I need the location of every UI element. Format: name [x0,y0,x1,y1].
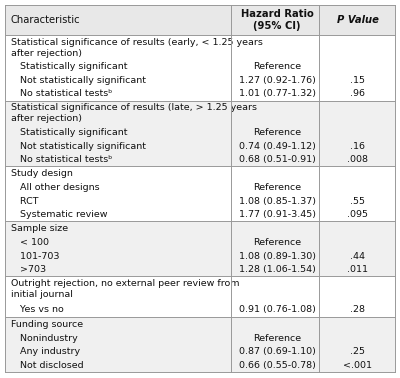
Text: Not statistically significant: Not statistically significant [11,76,146,85]
Text: .095: .095 [348,210,368,219]
Text: Study design: Study design [11,169,73,178]
Bar [5,222,395,276]
Text: 0.87 (0.69-1.10): 0.87 (0.69-1.10) [238,347,316,356]
Text: Nonindustry: Nonindustry [11,334,78,343]
Text: All other designs: All other designs [11,183,100,192]
Text: Outright rejection, no external peer review from
initial journal: Outright rejection, no external peer rev… [11,279,240,299]
Text: Funding source: Funding source [11,320,83,329]
Text: .28: .28 [350,305,366,314]
Text: 1.08 (0.85-1.37): 1.08 (0.85-1.37) [238,197,316,206]
Text: Not disclosed: Not disclosed [11,361,84,370]
Text: Statistically significant: Statistically significant [11,62,128,71]
Text: 1.08 (0.89-1.30): 1.08 (0.89-1.30) [238,252,316,261]
Bar [5,5,395,35]
Text: < 100: < 100 [11,238,49,247]
Text: Reference: Reference [253,183,301,192]
Text: Reference: Reference [253,128,301,137]
Text: .011: .011 [348,265,368,274]
Text: 0.91 (0.76-1.08): 0.91 (0.76-1.08) [238,305,316,314]
Text: Hazard Ratio
(95% CI): Hazard Ratio (95% CI) [241,9,314,31]
Text: .96: .96 [350,90,366,98]
Text: Reference: Reference [253,238,301,247]
Text: Reference: Reference [253,334,301,343]
Text: 101-703: 101-703 [11,252,60,261]
Text: Yes vs no: Yes vs no [11,305,64,314]
Text: 0.74 (0.49-1.12): 0.74 (0.49-1.12) [238,142,316,151]
Text: Sample size: Sample size [11,224,68,233]
Text: Reference: Reference [253,62,301,71]
Text: Statistical significance of results (late, > 1.25 years
after rejection): Statistical significance of results (lat… [11,103,257,123]
Text: .44: .44 [350,252,366,261]
Text: Statistically significant: Statistically significant [11,128,128,137]
Text: .25: .25 [350,347,366,356]
Text: RCT: RCT [11,197,38,206]
Text: .55: .55 [350,197,366,206]
Text: >703: >703 [11,265,46,274]
Text: 1.77 (0.91-3.45): 1.77 (0.91-3.45) [238,210,316,219]
Text: .16: .16 [350,142,366,151]
Text: 1.27 (0.92-1.76): 1.27 (0.92-1.76) [238,76,316,85]
Text: <.001: <.001 [344,361,372,370]
Text: .008: .008 [348,155,368,164]
Bar [5,101,395,166]
Text: Systematic review: Systematic review [11,210,108,219]
Text: Characteristic: Characteristic [11,15,80,25]
Text: 0.68 (0.51-0.91): 0.68 (0.51-0.91) [238,155,316,164]
Text: No statistical testsᵇ: No statistical testsᵇ [11,90,112,98]
Text: 1.28 (1.06-1.54): 1.28 (1.06-1.54) [238,265,316,274]
Bar [5,35,395,101]
Text: No statistical testsᵇ: No statistical testsᵇ [11,155,112,164]
Text: Statistical significance of results (early, < 1.25 years
after rejection): Statistical significance of results (ear… [11,37,263,57]
Text: 0.66 (0.55-0.78): 0.66 (0.55-0.78) [238,361,316,370]
Text: Any industry: Any industry [11,347,80,356]
Bar [5,317,395,372]
Bar [5,276,395,317]
Text: P Value: P Value [337,15,379,25]
Text: .15: .15 [350,76,366,85]
Text: Not statistically significant: Not statistically significant [11,142,146,151]
Bar [5,166,395,222]
Text: 1.01 (0.77-1.32): 1.01 (0.77-1.32) [238,90,316,98]
